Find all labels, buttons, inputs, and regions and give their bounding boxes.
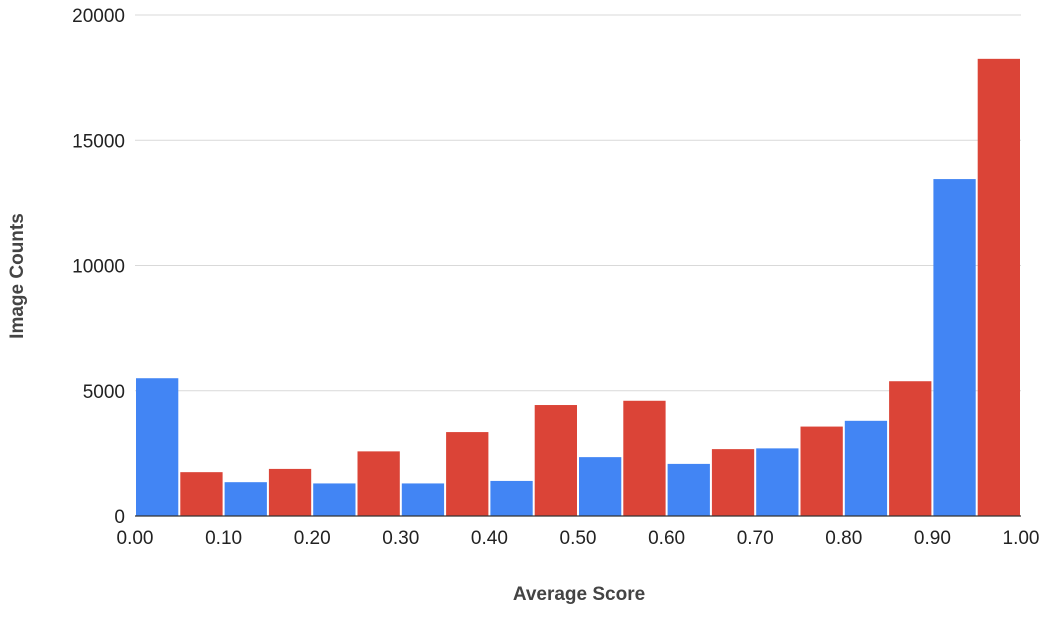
y-tick-label: 5000 xyxy=(83,382,125,403)
x-tick-label: 0.80 xyxy=(825,528,862,549)
x-tick-label: 1.00 xyxy=(1003,528,1040,549)
bars xyxy=(136,58,1020,517)
y-axis-title: Image Counts xyxy=(7,213,28,339)
histogram-bar xyxy=(224,482,267,516)
histogram-bar xyxy=(579,457,622,516)
x-axis-title: Average Score xyxy=(513,584,645,605)
histogram-bar xyxy=(490,480,533,516)
histogram-bar xyxy=(357,451,400,516)
axes: 0 5000 10000 15000 20000 0.00 0.10 0.20 0.30 0.40… xyxy=(72,6,1039,549)
y-tick-label: 15000 xyxy=(72,131,125,152)
histogram-bar xyxy=(446,432,489,516)
x-tick-label: 0.30 xyxy=(382,528,419,549)
histogram-bar xyxy=(667,463,710,516)
x-tick-label: 0.20 xyxy=(294,528,331,549)
histogram-bar xyxy=(844,420,888,516)
histogram-bar xyxy=(711,449,755,516)
y-tick-label: 10000 xyxy=(72,257,125,278)
histogram-bar xyxy=(136,378,179,516)
x-tick-label: 0.50 xyxy=(560,528,597,549)
histogram-bar xyxy=(800,426,843,516)
x-tick-label: 0.90 xyxy=(914,528,951,549)
x-tick-label: 0.40 xyxy=(471,528,508,549)
histogram-bar xyxy=(889,381,932,516)
histogram-bar xyxy=(977,58,1020,517)
histogram-bar xyxy=(756,448,799,516)
x-tick-label: 0.70 xyxy=(737,528,774,549)
histogram-bar xyxy=(401,483,445,516)
histogram-bar xyxy=(180,472,223,516)
histogram-bar xyxy=(933,179,976,516)
histogram-bar xyxy=(534,405,577,516)
y-tick-label: 0 xyxy=(114,507,125,528)
histogram-bar xyxy=(313,483,356,516)
x-tick-label: 0.60 xyxy=(648,528,685,549)
histogram-bar xyxy=(268,468,312,516)
histogram-bar xyxy=(623,400,666,516)
x-tick-label: 0.10 xyxy=(205,528,242,549)
x-tick-label: 0.00 xyxy=(117,528,154,549)
y-tick-label: 20000 xyxy=(72,6,125,27)
gridlines xyxy=(135,14,1021,392)
